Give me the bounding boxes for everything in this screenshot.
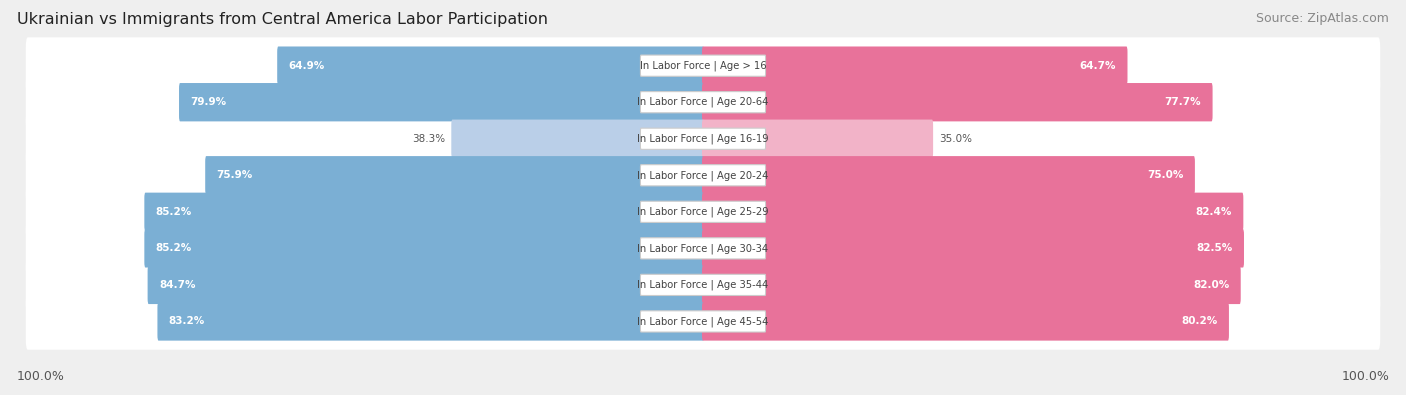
FancyBboxPatch shape (148, 266, 704, 304)
Text: In Labor Force | Age 45-54: In Labor Force | Age 45-54 (637, 316, 769, 327)
FancyBboxPatch shape (25, 111, 1381, 167)
Text: 75.0%: 75.0% (1147, 170, 1184, 180)
Text: In Labor Force | Age > 16: In Labor Force | Age > 16 (640, 60, 766, 71)
FancyBboxPatch shape (702, 266, 1240, 304)
FancyBboxPatch shape (25, 147, 1381, 203)
FancyBboxPatch shape (702, 120, 934, 158)
FancyBboxPatch shape (145, 193, 704, 231)
FancyBboxPatch shape (641, 92, 765, 113)
Text: 38.3%: 38.3% (412, 134, 446, 144)
FancyBboxPatch shape (25, 38, 1381, 94)
Text: 77.7%: 77.7% (1164, 97, 1201, 107)
Text: 80.2%: 80.2% (1181, 316, 1218, 326)
Text: 84.7%: 84.7% (159, 280, 195, 290)
FancyBboxPatch shape (641, 311, 765, 332)
FancyBboxPatch shape (641, 165, 765, 186)
Text: 79.9%: 79.9% (190, 97, 226, 107)
FancyBboxPatch shape (25, 257, 1381, 313)
Text: 85.2%: 85.2% (156, 207, 193, 217)
FancyBboxPatch shape (451, 120, 704, 158)
Text: 64.7%: 64.7% (1080, 61, 1116, 71)
Text: 64.9%: 64.9% (288, 61, 325, 71)
Text: 82.4%: 82.4% (1195, 207, 1232, 217)
Text: 85.2%: 85.2% (156, 243, 193, 253)
FancyBboxPatch shape (641, 201, 765, 222)
Text: In Labor Force | Age 30-34: In Labor Force | Age 30-34 (637, 243, 769, 254)
FancyBboxPatch shape (277, 47, 704, 85)
Text: In Labor Force | Age 25-29: In Labor Force | Age 25-29 (637, 207, 769, 217)
FancyBboxPatch shape (641, 128, 765, 149)
FancyBboxPatch shape (641, 55, 765, 76)
Text: In Labor Force | Age 35-44: In Labor Force | Age 35-44 (637, 280, 769, 290)
Text: 83.2%: 83.2% (169, 316, 205, 326)
FancyBboxPatch shape (25, 184, 1381, 240)
Legend: Ukrainian, Immigrants from Central America: Ukrainian, Immigrants from Central Ameri… (531, 392, 875, 395)
FancyBboxPatch shape (702, 193, 1243, 231)
FancyBboxPatch shape (145, 229, 704, 267)
Text: 75.9%: 75.9% (217, 170, 253, 180)
Text: 100.0%: 100.0% (17, 370, 65, 383)
FancyBboxPatch shape (179, 83, 704, 121)
Text: In Labor Force | Age 16-19: In Labor Force | Age 16-19 (637, 134, 769, 144)
FancyBboxPatch shape (702, 156, 1195, 194)
Text: In Labor Force | Age 20-24: In Labor Force | Age 20-24 (637, 170, 769, 181)
FancyBboxPatch shape (702, 83, 1212, 121)
FancyBboxPatch shape (641, 274, 765, 295)
FancyBboxPatch shape (702, 302, 1229, 340)
Text: 82.5%: 82.5% (1197, 243, 1233, 253)
FancyBboxPatch shape (702, 229, 1244, 267)
Text: Ukrainian vs Immigrants from Central America Labor Participation: Ukrainian vs Immigrants from Central Ame… (17, 12, 548, 27)
FancyBboxPatch shape (25, 74, 1381, 130)
FancyBboxPatch shape (25, 220, 1381, 276)
FancyBboxPatch shape (702, 47, 1128, 85)
FancyBboxPatch shape (157, 302, 704, 340)
Text: 100.0%: 100.0% (1341, 370, 1389, 383)
Text: 35.0%: 35.0% (939, 134, 972, 144)
Text: In Labor Force | Age 20-64: In Labor Force | Age 20-64 (637, 97, 769, 107)
Text: 82.0%: 82.0% (1194, 280, 1229, 290)
Text: Source: ZipAtlas.com: Source: ZipAtlas.com (1256, 12, 1389, 25)
FancyBboxPatch shape (205, 156, 704, 194)
FancyBboxPatch shape (641, 238, 765, 259)
FancyBboxPatch shape (25, 293, 1381, 350)
